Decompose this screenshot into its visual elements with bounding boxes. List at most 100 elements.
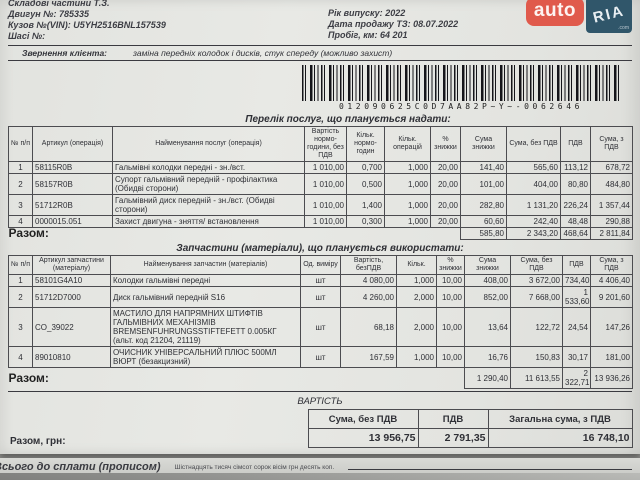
services-table-title: Перелік послуг, що планується надати: <box>245 114 451 125</box>
col-header: Кільк. операцій <box>384 126 431 162</box>
table-cell: 734,40 <box>562 274 591 287</box>
table-cell: 51712D7000 <box>32 286 111 308</box>
table-cell: 122,72 <box>510 307 563 347</box>
table-cell: 20,00 <box>430 194 461 216</box>
col-header: Артикул (операція) <box>32 126 113 162</box>
table-cell: 852,00 <box>464 286 511 308</box>
summary-total-row: Разом, грн: 13 956,75 2 791,35 16 748,10 <box>8 428 633 448</box>
table-cell: 282,80 <box>460 194 507 216</box>
summary-title: ВАРТІСТЬ <box>297 396 343 407</box>
table-row: 1 58115R0B Гальмівні колодки передні - зн.… <box>8 161 633 174</box>
mileage: Пробіг, км: 64 201 <box>328 30 408 40</box>
table-cell: 4 406,40 <box>590 274 633 287</box>
table-cell: Супорт гальмівний передній - профілактик… <box>112 173 305 195</box>
table-cell: 2,000 <box>396 307 437 347</box>
parts-total-discount: 1 290,40 <box>464 367 511 389</box>
table-row: 4 0000015.051 Захист двигуна - зняття/ вст… <box>8 215 633 228</box>
table-cell: 9 201,60 <box>590 286 633 308</box>
table-cell: шт <box>300 274 341 287</box>
divider-top <box>8 45 632 46</box>
table-cell: 678,72 <box>590 161 633 174</box>
summary-vat-value: 2 791,35 <box>417 428 489 448</box>
chassis-number: Шасі №: <box>8 31 46 41</box>
parts-table: № п/п Артикул запчастини (матеріалу) Най… <box>8 255 633 389</box>
table-cell: шт <box>300 286 341 308</box>
table-cell: 10,00 <box>436 346 465 368</box>
col-header: Сума знижки <box>464 255 511 275</box>
table-cell: 113,12 <box>560 161 591 174</box>
table-cell: 1 533,60 <box>562 286 591 308</box>
table-cell: Захист двигуна - зняття/ встановлення <box>112 215 305 228</box>
services-table-header: № п/п Артикул (операція) Найменування по… <box>8 126 633 162</box>
divider-client <box>8 60 632 61</box>
table-cell: 1 <box>8 161 33 174</box>
table-cell: 2 <box>8 173 33 195</box>
col-header: Кільк. <box>396 255 437 275</box>
parts-total-label: Разом: <box>8 370 49 385</box>
table-cell: 242,40 <box>506 215 561 228</box>
table-row: 3 CO_39022 МАСТИЛО ДЛЯ НАПРЯМНИХ ШТИФТІВ Г… <box>8 307 633 347</box>
table-cell: 51712R0B <box>32 194 113 216</box>
sale-date: Дата продажу ТЗ: 08.07.2022 <box>328 19 459 29</box>
col-header: Найменування запчастин (матеріалів) <box>110 255 301 275</box>
table-cell: 3 <box>8 307 33 347</box>
parts-table-title: Запчастини (матеріали), що планується ви… <box>176 243 464 254</box>
table-cell: 1 010,00 <box>304 194 347 216</box>
services-total-net: 2 343,20 <box>506 227 561 240</box>
invoice-sheet: Складові частини Т.З. Двигун №: 785335 К… <box>0 0 640 454</box>
table-cell: 13,64 <box>464 307 511 347</box>
table-cell: Диск гальмівний передній S16 <box>110 286 301 308</box>
table-cell: 101,00 <box>460 173 507 195</box>
parts-total-row: Разом: 1 290,40 11 613,55 2 322,71 13 93… <box>8 367 633 389</box>
col-header: № п/п <box>8 255 33 275</box>
summary-table: Сума, без ПДВ ПДВ Загальна сума, з ПДВ Р… <box>8 409 633 448</box>
col-header: Артикул запчастини (матеріалу) <box>32 255 111 275</box>
table-cell: 484,80 <box>590 173 633 195</box>
table-cell: 10,00 <box>436 307 465 347</box>
table-cell: 290,88 <box>590 215 633 228</box>
table-cell: 2,000 <box>396 286 437 308</box>
table-cell: 16,76 <box>464 346 511 368</box>
table-cell: 1 010,00 <box>304 215 347 228</box>
table-cell: 0000015.051 <box>32 215 113 228</box>
com-text: .com <box>618 25 629 31</box>
summary-net-value: 13 956,75 <box>307 428 419 448</box>
table-cell: 10,00 <box>436 286 465 308</box>
table-cell: Гальмівний диск передній - зн./вст. (Оби… <box>112 194 305 216</box>
table-cell: 167,59 <box>340 346 397 368</box>
table-cell: 7 668,00 <box>510 286 563 308</box>
table-cell: 408,00 <box>464 274 511 287</box>
table-cell: 30,17 <box>562 346 591 368</box>
table-cell: 141,40 <box>460 161 507 174</box>
table-cell: 4 <box>8 215 33 228</box>
services-total-vat: 468,64 <box>560 227 591 240</box>
table-cell: 48,48 <box>560 215 591 228</box>
col-header: № п/п <box>8 126 33 162</box>
vehicle-info-right: Рік випуску: 2022 Дата продажу ТЗ: 08.07… <box>328 0 518 42</box>
table-cell: 68,18 <box>340 307 397 347</box>
table-cell: 24,54 <box>562 307 591 347</box>
table-cell: 3 672,00 <box>510 274 563 287</box>
col-header: Сума знижки <box>460 126 507 162</box>
col-header: Од. виміру <box>300 255 341 275</box>
table-cell: 404,00 <box>506 173 561 195</box>
engine-number: Двигун №: 785335 <box>8 9 90 19</box>
table-cell: 1,000 <box>384 161 431 174</box>
services-total-discount: 585,80 <box>460 227 507 240</box>
services-total-label: Разом: <box>8 227 49 240</box>
table-cell: 1,400 <box>346 194 385 216</box>
table-cell: 565,60 <box>506 161 561 174</box>
summary-col-net: Сума, без ПДВ <box>307 409 419 429</box>
table-cell: 0,500 <box>346 173 385 195</box>
table-cell: 1 010,00 <box>304 173 347 195</box>
parts-table-body: 1 58101G4A10 Колодки гальмівні передні шт 4 … <box>8 274 633 368</box>
photo-shadow <box>0 473 640 480</box>
services-total-row: Разом: 585,80 2 343,20 468,64 2 811,84 <box>8 227 633 240</box>
table-cell: CO_39022 <box>32 307 111 347</box>
table-cell: 58115R0B <box>32 161 113 174</box>
col-header: Сума, без ПДВ <box>510 255 563 275</box>
summary-col-vat: ПДВ <box>417 409 489 429</box>
autoria-logo-ria: RIA .com <box>586 0 632 33</box>
vin-number: Кузов №(VIN): U5YH2516BNL157539 <box>8 20 166 30</box>
table-cell: 3 <box>8 194 33 216</box>
